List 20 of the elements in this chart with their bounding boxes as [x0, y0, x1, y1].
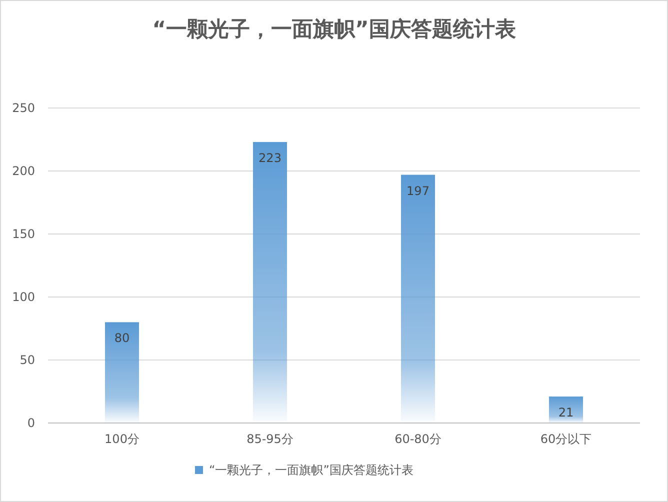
data-label: 80 [114, 331, 130, 346]
x-tick-label: 60分以下 [540, 432, 592, 446]
x-tick-label: 85-95分 [246, 432, 294, 446]
bar [253, 142, 287, 423]
data-label: 223 [258, 151, 282, 166]
x-tick-label: 100分 [104, 432, 140, 446]
y-tick-label: 50 [20, 353, 35, 367]
bar [401, 174, 435, 423]
y-tick-label: 200 [12, 164, 35, 178]
y-tick-label: 250 [12, 101, 35, 115]
y-tick-label: 100 [12, 290, 35, 304]
bar [549, 396, 583, 423]
legend-label: “一颗光子，一面旗帜”国庆答题统计表 [209, 463, 414, 477]
bar [105, 322, 139, 423]
x-tick-label: 60-80分 [394, 432, 442, 446]
y-tick-label: 0 [27, 416, 35, 430]
chart-title: “一颗光子，一面旗帜”国庆答题统计表 [152, 17, 516, 41]
y-tick-label: 150 [12, 227, 35, 241]
data-label: 197 [406, 184, 430, 198]
data-label: 21 [558, 406, 574, 420]
